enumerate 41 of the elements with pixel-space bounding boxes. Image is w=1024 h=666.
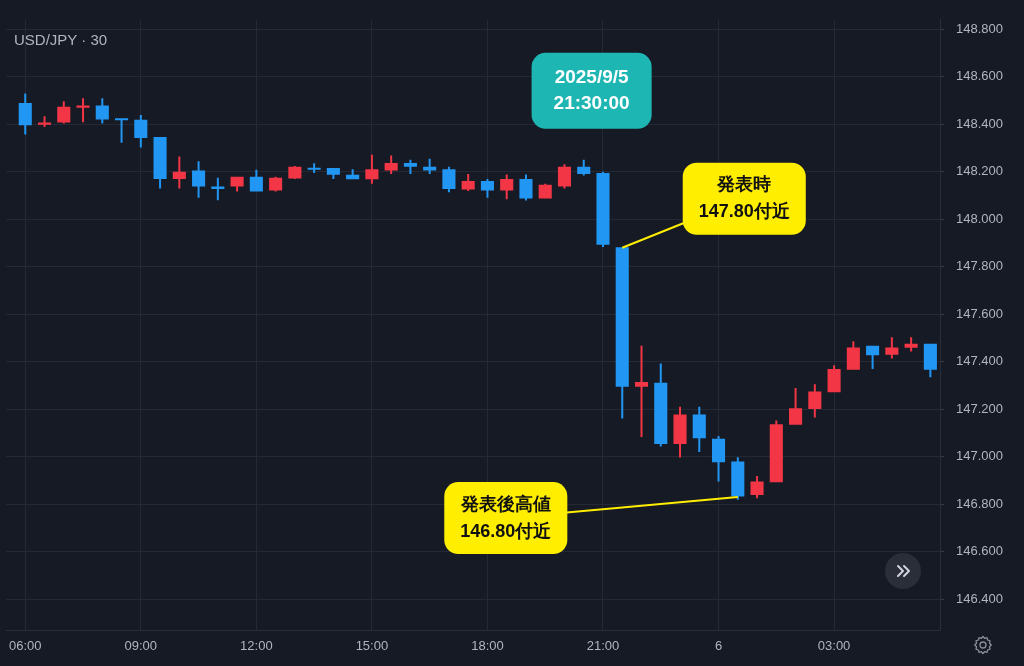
text: USD/JPY · 30 bbox=[14, 30, 108, 48]
candlestick bbox=[480, 178, 494, 198]
y-tick-label: 148.400 bbox=[956, 115, 1003, 131]
y-tick-label: 147.000 bbox=[956, 448, 1003, 464]
y-tick-label: 148.200 bbox=[956, 163, 1003, 179]
candlestick bbox=[307, 163, 321, 173]
candlestick bbox=[596, 171, 610, 248]
candlestick bbox=[37, 116, 52, 127]
candlestick bbox=[423, 158, 437, 174]
candlestick bbox=[115, 118, 129, 143]
x-tick-label: 21:00 bbox=[586, 638, 620, 654]
candlestick bbox=[461, 173, 475, 191]
x-tick-label: 15:00 bbox=[355, 638, 389, 654]
y-tick-label: 147.200 bbox=[956, 400, 1003, 416]
candlestick bbox=[519, 174, 533, 201]
y-tick-label: 146.800 bbox=[956, 495, 1003, 511]
candlestick bbox=[384, 155, 398, 174]
y-tick-label: 148.800 bbox=[956, 20, 1003, 36]
y-tick-label: 148.000 bbox=[956, 210, 1003, 226]
y-tick-label: 147.800 bbox=[956, 258, 1003, 274]
y-tick-label: 148.600 bbox=[956, 68, 1003, 84]
x-tick-label: 09:00 bbox=[124, 638, 158, 654]
y-tick-label: 147.600 bbox=[956, 305, 1003, 321]
candlestick bbox=[76, 98, 90, 123]
x-tick-label: 18:00 bbox=[471, 638, 504, 654]
x-tick-label: 6 bbox=[714, 638, 723, 654]
candlestick bbox=[789, 388, 803, 425]
candlestick bbox=[403, 159, 417, 174]
y-tick-label: 147.400 bbox=[956, 353, 1003, 369]
candlestick bbox=[673, 406, 687, 458]
annotation: 発表時 147.80付近 bbox=[698, 174, 791, 222]
y-tick-label: 146.600 bbox=[956, 543, 1003, 559]
x-tick-label: 03:00 bbox=[817, 638, 851, 654]
x-tick-label: 12:00 bbox=[240, 638, 273, 654]
candlestick bbox=[634, 345, 649, 437]
annotation: 2025/9/5 21:30:00 bbox=[553, 66, 630, 114]
y-tick-label: 146.400 bbox=[956, 590, 1003, 606]
candlestick bbox=[885, 337, 899, 359]
x-tick-label: 06:00 bbox=[8, 638, 42, 654]
candlestick bbox=[211, 177, 225, 201]
annotation: 発表後高値 146.80付近 bbox=[459, 493, 553, 541]
